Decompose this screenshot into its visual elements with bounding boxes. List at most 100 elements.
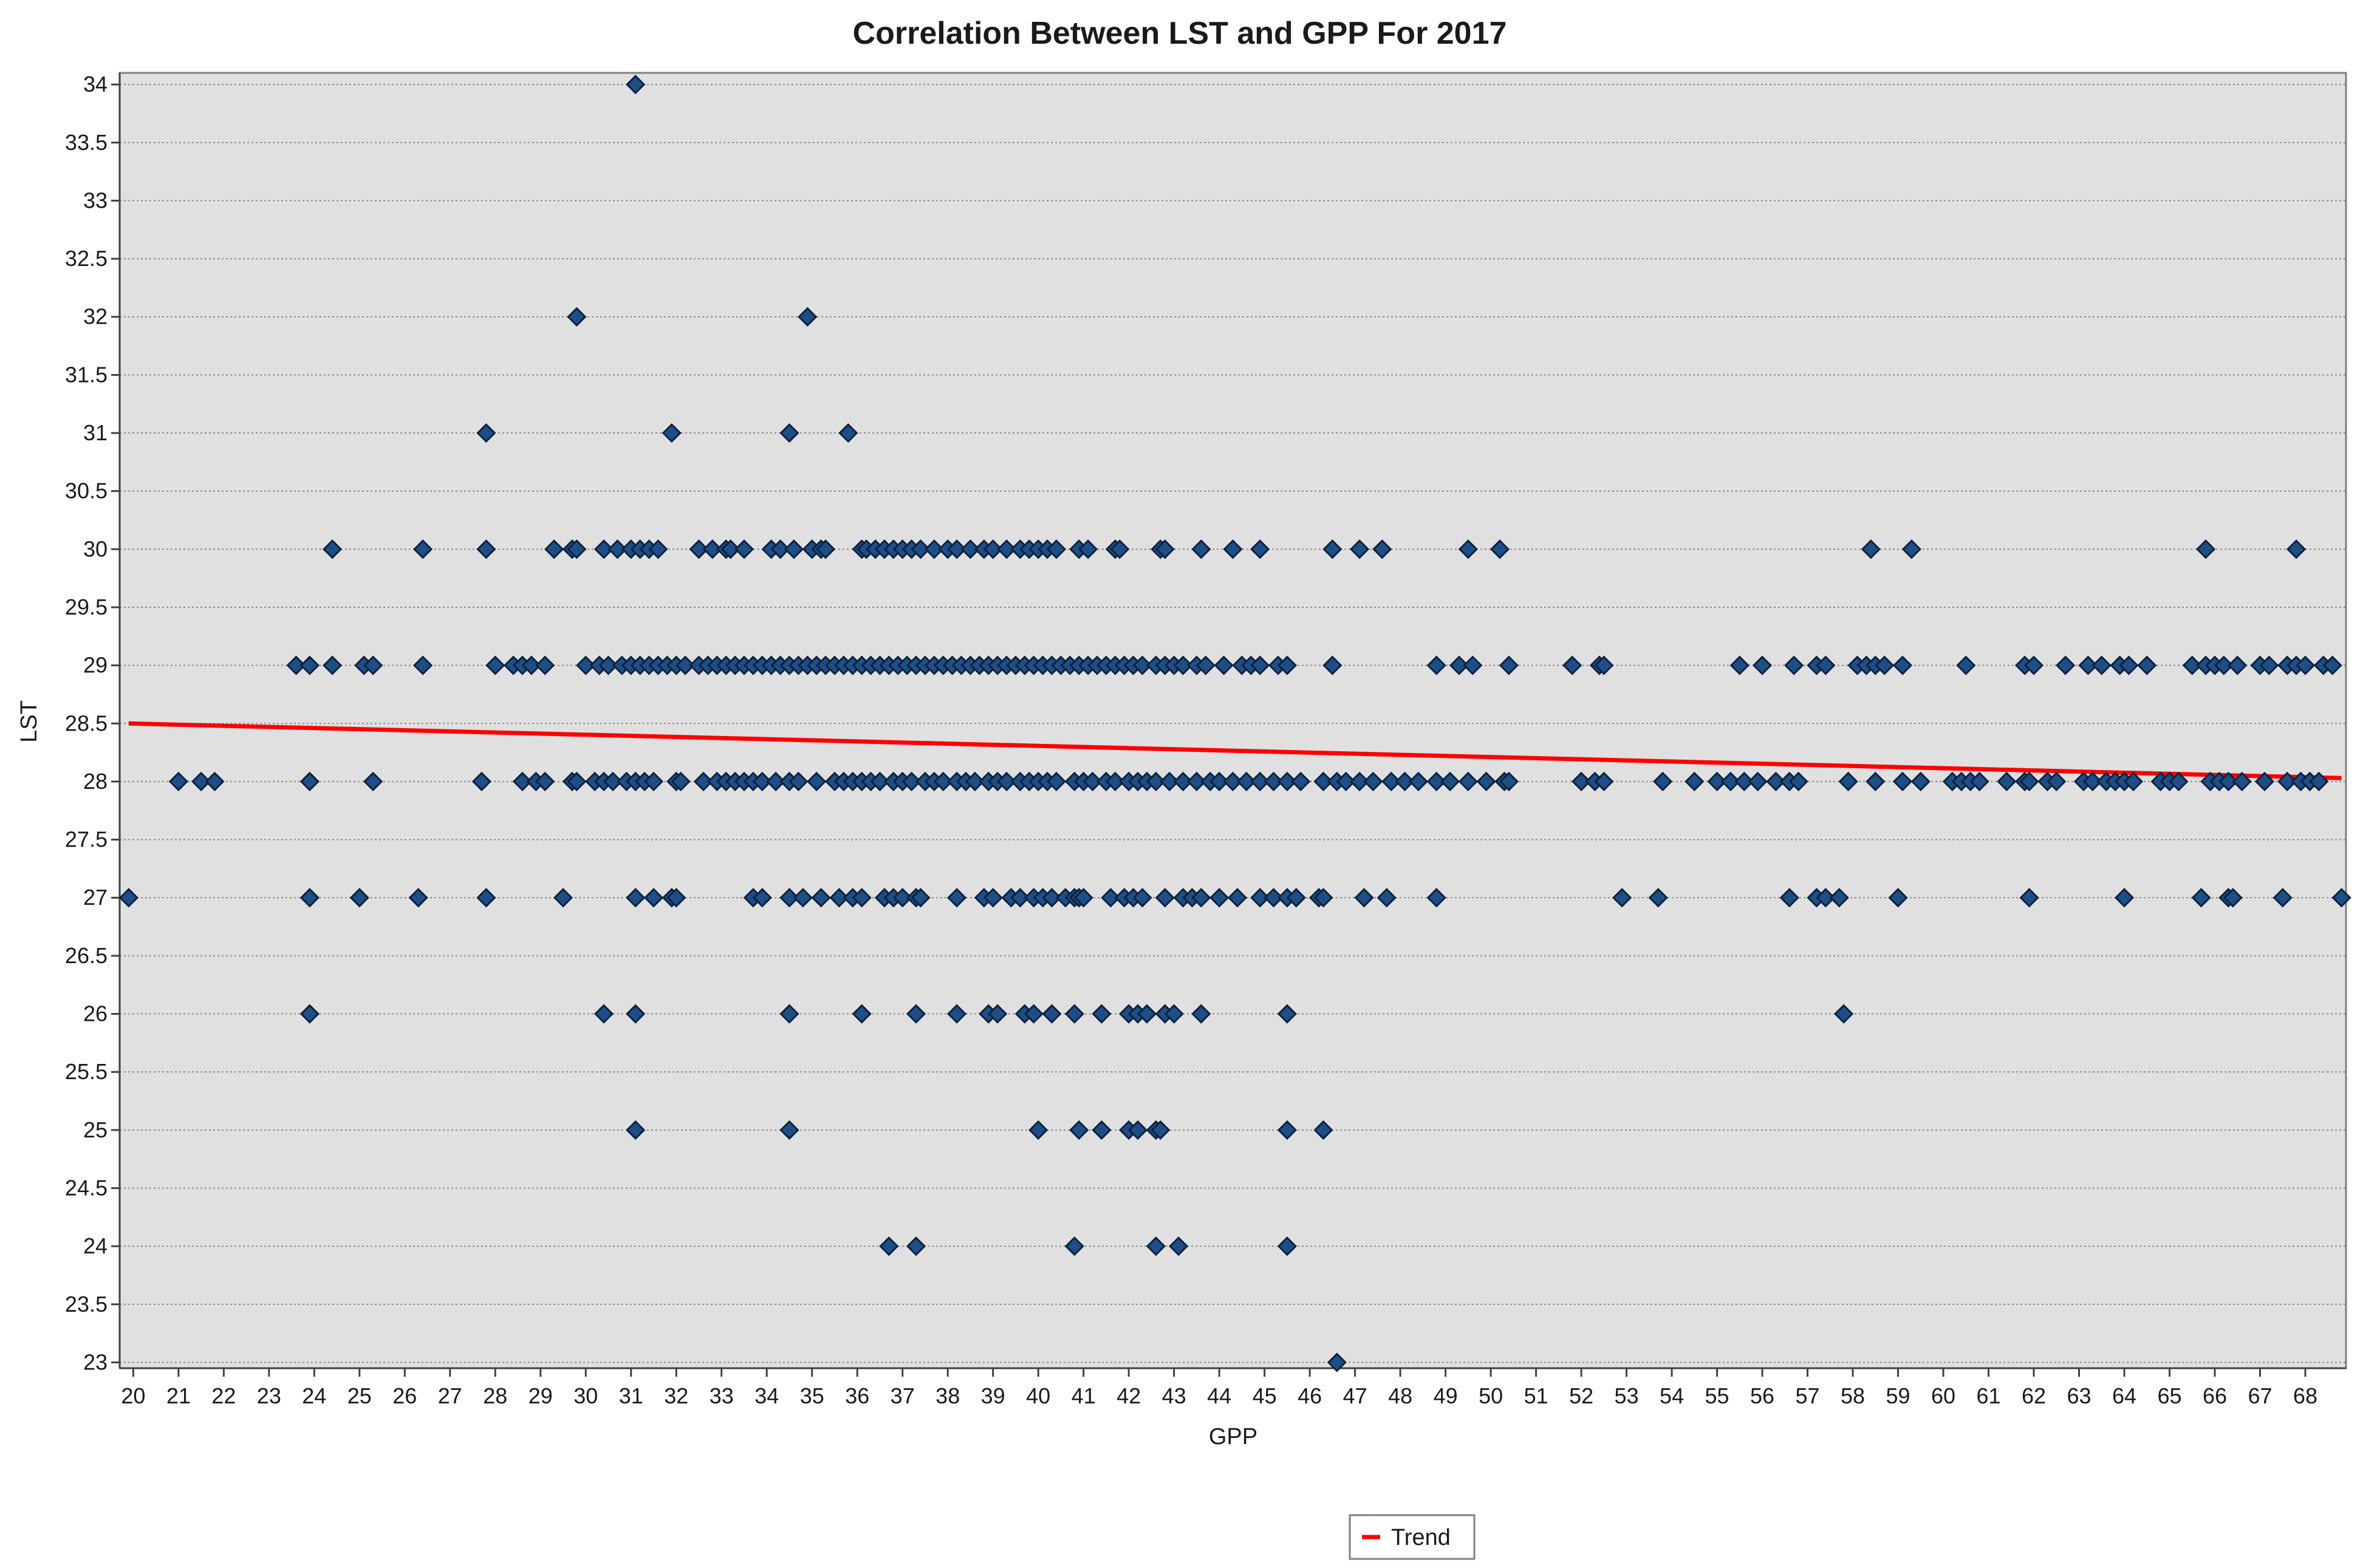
data-point: [2322, 655, 2342, 675]
data-point: [521, 655, 541, 675]
data-point: [1313, 771, 1333, 792]
data-point: [1838, 771, 1858, 792]
data-point: [1969, 771, 1989, 792]
plot-area: [118, 72, 2347, 1369]
data-point: [626, 75, 646, 95]
data-point: [1155, 888, 1175, 908]
data-point: [471, 771, 492, 792]
data-point: [1151, 1120, 1171, 1140]
data-point: [788, 771, 809, 792]
data-point: [1834, 1004, 1854, 1024]
data-point: [2047, 771, 2067, 792]
x-tick-label: 38: [935, 1383, 960, 1408]
data-point: [1784, 655, 1804, 675]
x-tick-label: 41: [1072, 1383, 1096, 1408]
data-point: [1322, 539, 1342, 559]
data-point: [1132, 888, 1152, 908]
data-point: [1277, 1236, 1298, 1256]
y-tick-label: 30.5: [65, 479, 108, 503]
x-tick-label: 31: [619, 1383, 643, 1408]
data-point: [793, 888, 813, 908]
data-point: [1092, 1004, 1112, 1024]
data-point: [1286, 888, 1306, 908]
data-point: [643, 771, 664, 792]
data-point: [544, 539, 564, 559]
x-tick-label: 27: [438, 1383, 462, 1408]
x-tick-label: 20: [121, 1383, 145, 1408]
data-point: [1816, 655, 1836, 675]
data-point: [1236, 771, 1256, 792]
data-point: [988, 1004, 1008, 1024]
data-point: [1277, 771, 1298, 792]
data-point: [933, 771, 953, 792]
data-point: [870, 771, 890, 792]
x-tick-label: 37: [891, 1383, 915, 1408]
data-point: [1349, 771, 1370, 792]
y-tick-label: 28.5: [65, 711, 108, 735]
data-point: [1748, 771, 1768, 792]
data-point: [1173, 771, 1193, 792]
data-point: [168, 771, 188, 792]
data-point: [322, 655, 343, 675]
data-point: [322, 539, 343, 559]
x-tick-label: 66: [2203, 1383, 2227, 1408]
data-point: [1707, 771, 1727, 792]
data-point: [1146, 1236, 1166, 1256]
data-point: [1127, 1120, 1148, 1140]
data-point: [1499, 655, 1519, 675]
x-tick-label: 21: [166, 1383, 191, 1408]
data-point: [1028, 1120, 1048, 1140]
x-tick-label: 46: [1298, 1383, 1322, 1408]
y-tick-label: 31: [83, 420, 108, 445]
data-point: [1766, 771, 1786, 792]
data-point: [798, 307, 818, 327]
y-tick-label: 25: [83, 1117, 108, 1142]
data-point: [626, 1004, 646, 1024]
data-point: [779, 1120, 799, 1140]
data-point: [205, 771, 225, 792]
data-point: [1458, 771, 1478, 792]
data-point: [1381, 771, 1401, 792]
data-point: [2056, 655, 2076, 675]
data-point: [2114, 888, 2135, 908]
y-tick-label: 23: [83, 1349, 108, 1374]
data-point: [996, 771, 1017, 792]
x-tick-label: 51: [1524, 1383, 1548, 1408]
data-point: [1888, 888, 1908, 908]
x-tick-label: 53: [1615, 1383, 1639, 1408]
data-point: [2309, 771, 2329, 792]
data-point: [906, 1236, 926, 1256]
y-tick-label: 26.5: [65, 943, 108, 968]
data-point: [299, 771, 320, 792]
x-tick-label: 36: [845, 1383, 869, 1408]
data-point: [1892, 771, 1913, 792]
data-point: [2214, 655, 2234, 675]
data-point: [643, 888, 664, 908]
data-point: [1449, 655, 1469, 675]
data-point: [2019, 888, 2039, 908]
data-point: [752, 888, 772, 908]
data-point: [1734, 771, 1754, 792]
data-point: [2195, 539, 2216, 559]
data-point: [1291, 771, 1311, 792]
data-point: [1426, 888, 1446, 908]
data-point: [118, 888, 139, 908]
x-tick-label: 35: [800, 1383, 824, 1408]
data-point: [2277, 771, 2297, 792]
data-point: [1571, 771, 1592, 792]
data-point: [1209, 771, 1230, 792]
data-point: [702, 539, 722, 559]
data-point: [911, 539, 931, 559]
data-point: [1110, 539, 1130, 559]
y-tick-label: 27: [83, 885, 108, 910]
x-tick-label: 43: [1162, 1383, 1186, 1408]
data-point: [1223, 539, 1243, 559]
data-point: [1073, 888, 1093, 908]
data-point: [879, 1236, 899, 1256]
x-tick-label: 59: [1886, 1383, 1910, 1408]
trend-line: [128, 721, 2342, 780]
data-point: [852, 1004, 872, 1024]
x-tick-label: 28: [483, 1383, 507, 1408]
